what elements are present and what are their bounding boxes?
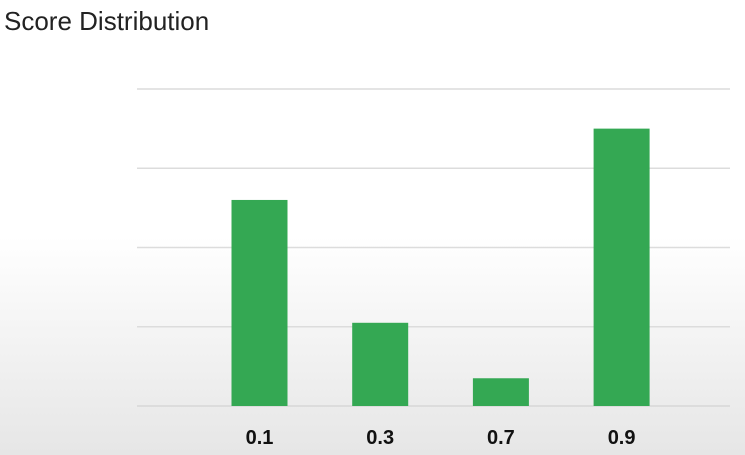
bar-0.9 xyxy=(593,128,650,406)
x-tick-labels: 0.1 0.3 0.7 0.9 xyxy=(246,427,636,449)
x-tick-label: 0.9 xyxy=(608,427,636,449)
bar-0.1 xyxy=(231,199,288,406)
bars xyxy=(231,128,650,406)
x-tick-label: 0.3 xyxy=(366,427,394,449)
x-tick-label: 0.1 xyxy=(246,427,274,449)
bar-0.7 xyxy=(472,378,529,406)
chart-title: Score Distribution xyxy=(4,6,210,36)
x-tick-label: 0.7 xyxy=(487,427,515,449)
bar-0.3 xyxy=(352,322,409,406)
